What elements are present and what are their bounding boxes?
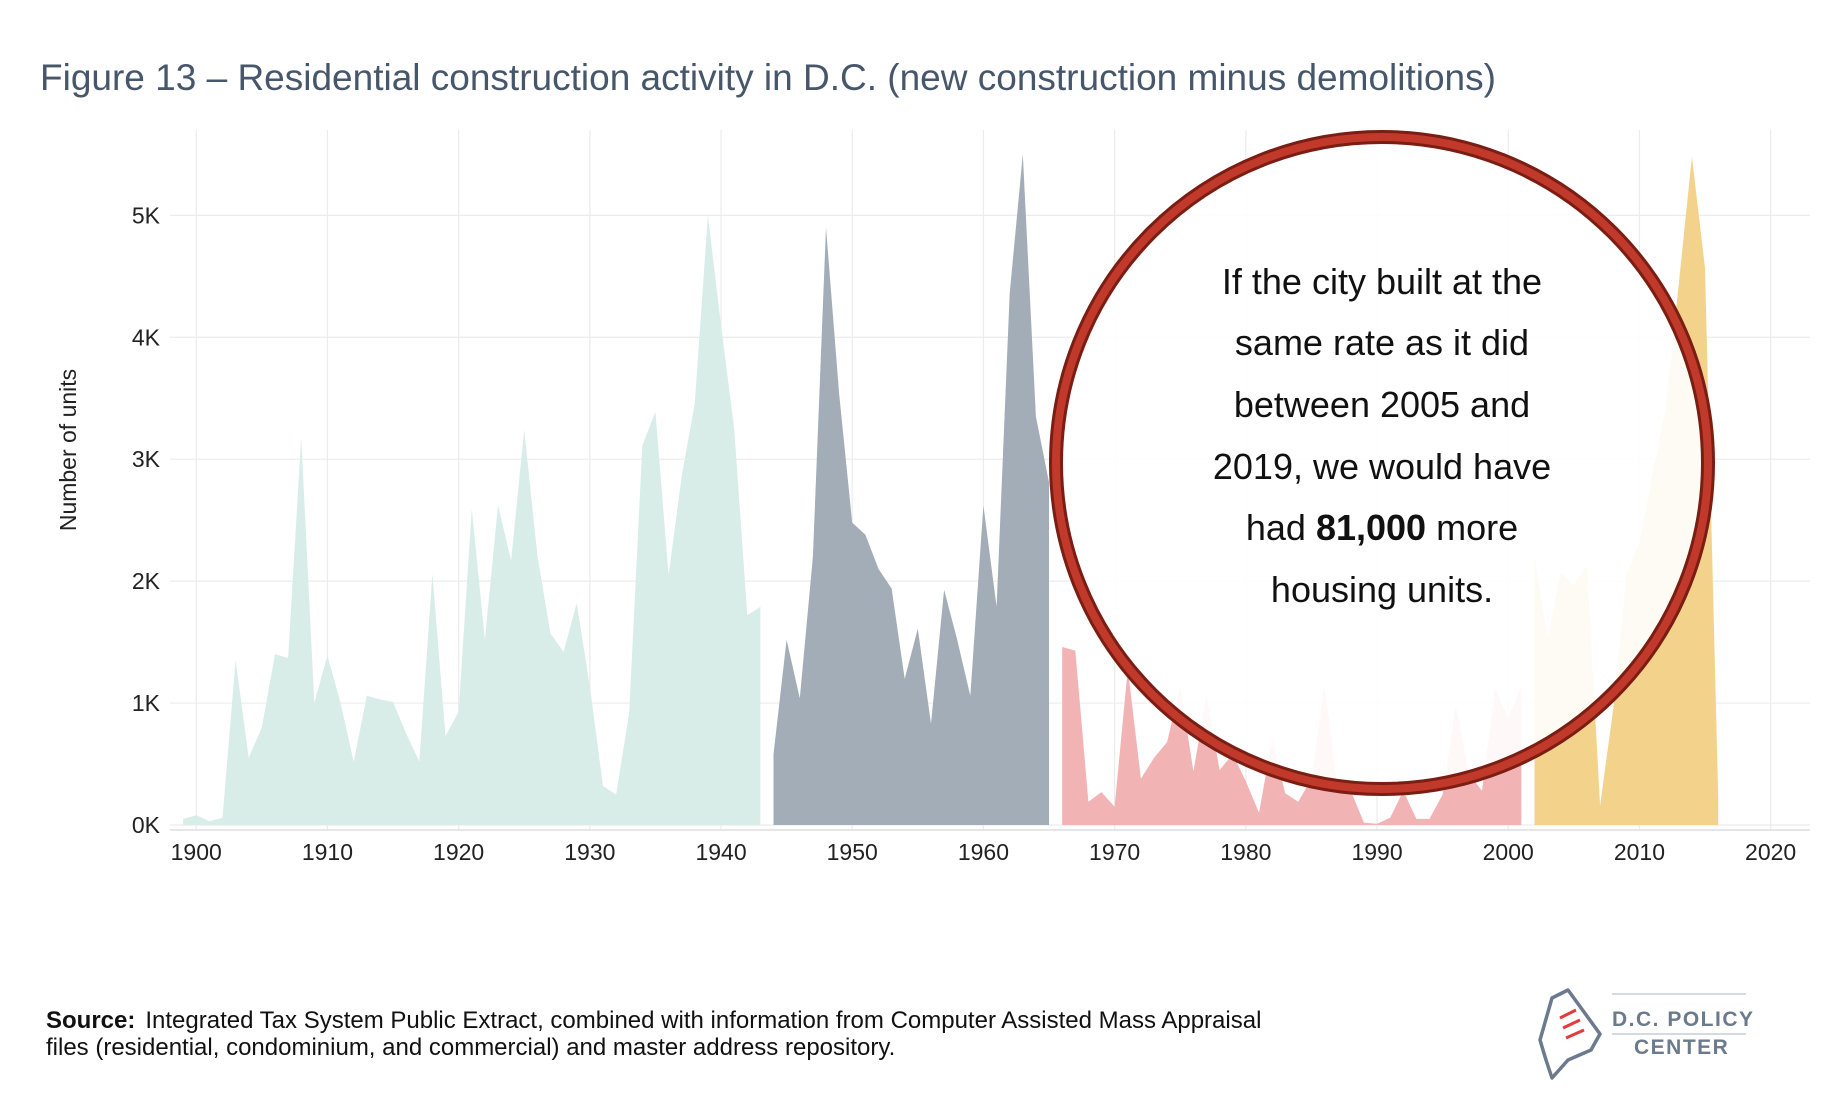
callout-highlight-number: 81,000 xyxy=(1316,507,1426,548)
y-tick-label: 2K xyxy=(132,568,161,594)
callout-line-6: housing units. xyxy=(1271,569,1493,610)
x-tick-label: 1900 xyxy=(171,839,222,865)
source-line-2: files (residential, condominium, and com… xyxy=(46,1034,895,1061)
dc-policy-center-logo: D.C. POLICY CENTER xyxy=(1538,988,1755,1080)
x-tick-label: 1920 xyxy=(433,839,484,865)
area-series-1 xyxy=(183,215,761,825)
chart-title: Figure 13 – Residential construction act… xyxy=(40,57,1496,98)
dc-map-icon xyxy=(1538,988,1602,1080)
source-label: Source: xyxy=(46,1007,135,1034)
x-tick-label: 1940 xyxy=(695,839,746,865)
callout-line-1: If the city built at the xyxy=(1222,261,1542,302)
y-tick-label: 5K xyxy=(132,202,161,228)
y-axis: 0K 1K 2K 3K 4K 5K xyxy=(132,202,161,838)
source-line-1: Source: Integrated Tax System Public Extr… xyxy=(46,1007,1261,1034)
y-axis-label: Number of units xyxy=(55,369,81,531)
x-tick-label: 1910 xyxy=(302,839,353,865)
y-tick-label: 3K xyxy=(132,446,161,472)
y-tick-label: 4K xyxy=(132,324,161,350)
y-tick-label: 1K xyxy=(132,690,161,716)
source-text-1: Integrated Tax System Public Extract, co… xyxy=(145,1007,1261,1034)
callout-line-2: same rate as it did xyxy=(1235,322,1529,363)
x-tick-label: 2010 xyxy=(1614,839,1665,865)
callout-line-5-post: more xyxy=(1426,507,1518,548)
area-series-3 xyxy=(1062,647,1522,825)
callout-line-5: had 81,000 more xyxy=(1246,507,1518,548)
callout-line-4: 2019, we would have xyxy=(1213,446,1551,487)
x-tick-label: 2020 xyxy=(1745,839,1796,865)
x-tick-label: 1930 xyxy=(564,839,615,865)
logo-line-1: D.C. POLICY xyxy=(1612,1008,1755,1031)
y-tick-label: 0K xyxy=(132,812,161,838)
x-tick-label: 2000 xyxy=(1483,839,1534,865)
area-series-2 xyxy=(773,154,1050,825)
callout: If the city built at the same rate as it… xyxy=(1049,130,1715,796)
callout-line-5-pre: had xyxy=(1246,507,1316,548)
x-axis: 1900 1910 1920 1930 1940 1950 1960 1970 1980 1990… xyxy=(171,839,1797,865)
logo-line-2: CENTER xyxy=(1634,1036,1729,1059)
x-tick-label: 1980 xyxy=(1220,839,1271,865)
x-tick-label: 1970 xyxy=(1089,839,1140,865)
x-tick-label: 1960 xyxy=(958,839,1009,865)
x-tick-label: 1990 xyxy=(1351,839,1402,865)
x-tick-label: 1950 xyxy=(827,839,878,865)
callout-ring-highlight xyxy=(1052,133,1712,793)
callout-line-3: between 2005 and xyxy=(1234,384,1530,425)
